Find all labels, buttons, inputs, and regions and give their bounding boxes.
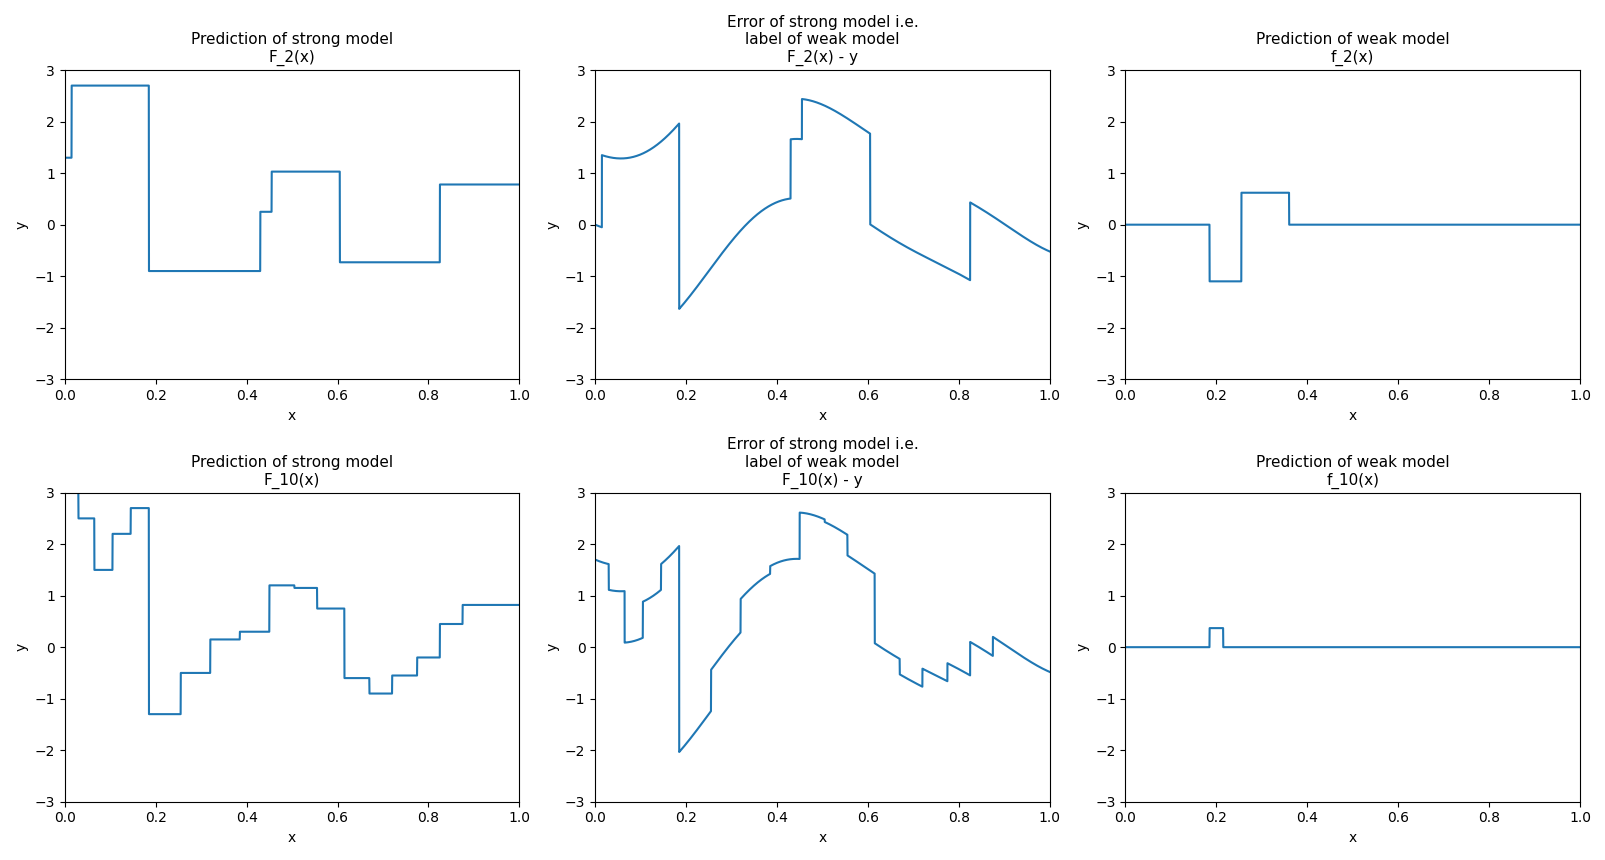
X-axis label: x: x [819, 408, 827, 422]
X-axis label: x: x [287, 831, 295, 845]
Y-axis label: y: y [14, 643, 29, 651]
Title: Prediction of weak model
f_2(x): Prediction of weak model f_2(x) [1255, 33, 1449, 66]
Y-axis label: y: y [14, 220, 29, 229]
Title: Error of strong model i.e.
label of weak model
F_10(x) - y: Error of strong model i.e. label of weak… [725, 438, 918, 488]
X-axis label: x: x [1348, 831, 1356, 845]
Title: Prediction of weak model
f_10(x): Prediction of weak model f_10(x) [1255, 455, 1449, 488]
X-axis label: x: x [287, 408, 295, 422]
X-axis label: x: x [819, 831, 827, 845]
Title: Prediction of strong model
F_2(x): Prediction of strong model F_2(x) [191, 33, 393, 66]
Y-axis label: y: y [546, 220, 559, 229]
Title: Prediction of strong model
F_10(x): Prediction of strong model F_10(x) [191, 455, 393, 488]
Y-axis label: y: y [1075, 643, 1088, 651]
Y-axis label: y: y [1075, 220, 1088, 229]
X-axis label: x: x [1348, 408, 1356, 422]
Title: Error of strong model i.e.
label of weak model
F_2(x) - y: Error of strong model i.e. label of weak… [725, 15, 918, 66]
Y-axis label: y: y [546, 643, 559, 651]
